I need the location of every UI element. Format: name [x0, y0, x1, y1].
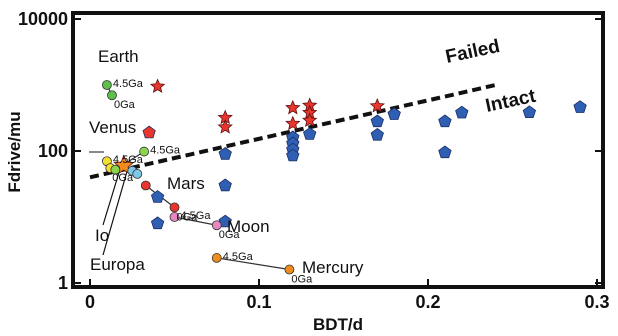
planet-name-europa: Europa — [90, 255, 145, 274]
y-axis-label: Fdrive/mu — [5, 111, 24, 192]
intact-pentagon-marker — [455, 105, 469, 119]
planet-age-label: 4.5Ga — [181, 210, 212, 222]
y-tick-label: 1 — [58, 273, 68, 293]
y-tick-label: 100 — [38, 141, 68, 161]
y-tick-label: 10000 — [18, 9, 68, 29]
planet-start-marker — [211, 253, 222, 263]
planet-path-line — [174, 216, 217, 226]
failed-region-label: Failed — [444, 36, 502, 68]
planet-age-label: 4.5Ga — [113, 78, 144, 90]
x-tick-label: 0.2 — [415, 292, 440, 312]
planet-name-moon: Moon — [227, 217, 270, 236]
x-axis-label: BDT/d — [313, 315, 363, 334]
intact-pentagon-marker — [150, 190, 165, 203]
planet-age-label: 0Ga — [177, 211, 199, 223]
intact-pentagon-marker — [303, 127, 317, 140]
planet-age-label: 4.5Ga — [223, 251, 254, 263]
planet-start-marker — [139, 146, 149, 157]
intact-pentagon-marker — [218, 147, 232, 160]
tick-marks — [73, 18, 603, 287]
planet-now-marker — [284, 264, 295, 275]
failed-star-marker — [149, 78, 166, 93]
planet-start-marker — [169, 212, 180, 222]
failed-star-marker — [285, 115, 301, 131]
planet-name-earth: Earth — [98, 47, 139, 66]
intact-pentagon-marker — [573, 100, 587, 113]
planet-name-venus: Venus — [89, 118, 136, 137]
planet-start-marker — [140, 180, 151, 191]
planet-now-marker — [211, 220, 222, 231]
venus-pentagon-marker — [142, 125, 156, 139]
intact-pentagon-marker — [218, 178, 232, 192]
intact-pentagon-marker — [387, 107, 401, 120]
intact-pentagon-marker — [370, 128, 384, 141]
europa-leader-line — [102, 167, 129, 256]
io-leader-line — [102, 165, 122, 226]
planet-name-mercury: Mercury — [302, 258, 364, 277]
planet-path-line — [216, 257, 290, 271]
x-tick-label: 0 — [85, 292, 95, 312]
planet-age-label: 4.5Ga — [113, 154, 144, 166]
planet-start-marker — [102, 80, 112, 90]
intact-pentagon-marker — [522, 105, 537, 118]
data-markers — [102, 78, 587, 275]
planet-age-label: 0Ga — [291, 274, 313, 286]
planet-age-label: 4.5Ga — [150, 145, 181, 157]
intact-pentagon-marker — [370, 114, 384, 128]
planet-now-marker — [110, 164, 121, 175]
failed-star-marker — [217, 119, 233, 134]
planet-now-marker — [169, 202, 180, 213]
failed-star-marker — [369, 97, 386, 113]
planet-name-io: Io — [95, 226, 109, 245]
intact-pentagon-marker — [438, 114, 452, 128]
intact-pentagon-marker — [286, 148, 300, 162]
intact-pentagon-marker — [438, 145, 452, 159]
planet-age-label: 0Ga — [112, 172, 134, 184]
chart-labels: 0 0.1 0.2 0.3110010000FailedIntact4.5Ga0Ga4… — [18, 9, 610, 312]
x-tick-label: 0.1 — [246, 292, 271, 312]
intact-pentagon-marker — [218, 214, 232, 228]
planet-now-marker — [132, 168, 143, 179]
failed-star-marker — [285, 99, 301, 115]
planet-age-label: 0Ga — [114, 99, 136, 111]
planet-age-label: 0Ga — [219, 229, 241, 241]
x-tick-label: 0.3 — [584, 292, 609, 312]
planet-name-mars: Mars — [167, 174, 205, 193]
planet-now-marker — [107, 90, 117, 101]
failed-star-marker — [302, 112, 318, 127]
intact-pentagon-marker — [150, 216, 165, 230]
